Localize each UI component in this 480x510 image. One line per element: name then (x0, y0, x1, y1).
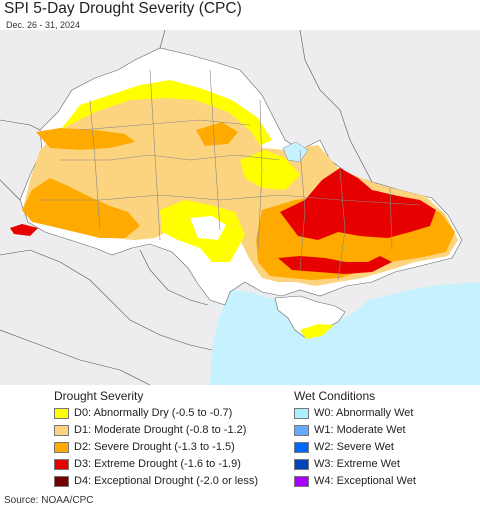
legend-swatch-w2 (294, 441, 309, 453)
map-date-range: Dec. 26 - 31, 2024 (6, 20, 81, 30)
legend-swatch-w1 (294, 424, 309, 436)
legend-swatch-d4 (54, 475, 69, 487)
legend-item-d0: D0: Abnormally Dry (-0.5 to -0.7) (54, 406, 232, 420)
drought-legend-title: Drought Severity (54, 389, 144, 403)
legend-item-d2: D2: Severe Drought (-1.3 to -1.5) (54, 440, 235, 454)
legend-label-d0: D0: Abnormally Dry (-0.5 to -0.7) (74, 407, 233, 419)
drought-d3-south (278, 256, 392, 274)
legend-item-w0: W0: Abnormally Wet (294, 406, 413, 420)
legend-label-d3: D3: Extreme Drought (-1.6 to -1.9) (74, 458, 241, 470)
country-borders (0, 30, 373, 385)
legend-label-w1: W1: Moderate Wet (314, 424, 406, 436)
legend-item-d3: D3: Extreme Drought (-1.6 to -1.9) (54, 457, 241, 471)
legend-swatch-d1 (54, 424, 69, 436)
drought-d3-west (10, 224, 38, 236)
legend-swatch-w4 (294, 475, 309, 487)
drought-d3-east (280, 168, 436, 240)
legend-swatch-w0 (294, 407, 309, 419)
drought-d2-north-center (196, 122, 238, 146)
drought-d2-north (36, 128, 135, 150)
legend-item-w2: W2: Severe Wet (294, 440, 394, 454)
wet-w0-northeast (282, 141, 309, 163)
legend-swatch-w3 (294, 458, 309, 470)
legend-item-d1: D1: Moderate Drought (-0.8 to -1.2) (54, 423, 246, 437)
legend-item-w4: W4: Exceptional Wet (294, 474, 416, 488)
drought-d0-east-north (240, 150, 300, 190)
legend-label-w4: W4: Exceptional Wet (314, 475, 416, 487)
wet-legend-title: Wet Conditions (294, 389, 376, 403)
legend-swatch-d2 (54, 441, 69, 453)
legend-label-w2: W2: Severe Wet (314, 441, 394, 453)
source-credit: Source: NOAA/CPC (4, 495, 94, 506)
drought-d2-west (22, 178, 140, 238)
legend-label-d2: D2: Severe Drought (-1.3 to -1.5) (74, 441, 235, 453)
map-title: SPI 5-Day Drought Severity (CPC) (4, 0, 242, 17)
legend-label-w3: W3: Extreme Wet (314, 458, 400, 470)
legend-item-d4: D4: Exceptional Drought (-2.0 or less) (54, 474, 258, 488)
legend-swatch-d0 (54, 407, 69, 419)
legend-item-w3: W3: Extreme Wet (294, 457, 400, 471)
drought-map (0, 30, 480, 385)
legend-label-d4: D4: Exceptional Drought (-2.0 or less) (74, 475, 259, 487)
legend-label-w0: W0: Abnormally Wet (314, 407, 414, 419)
crimea-d0 (300, 324, 334, 339)
legend-swatch-d3 (54, 458, 69, 470)
legend-label-d1: D1: Moderate Drought (-0.8 to -1.2) (74, 424, 247, 436)
no-drought-center (190, 216, 226, 240)
legend-item-w1: W1: Moderate Wet (294, 423, 406, 437)
admin-boundaries (40, 69, 421, 281)
